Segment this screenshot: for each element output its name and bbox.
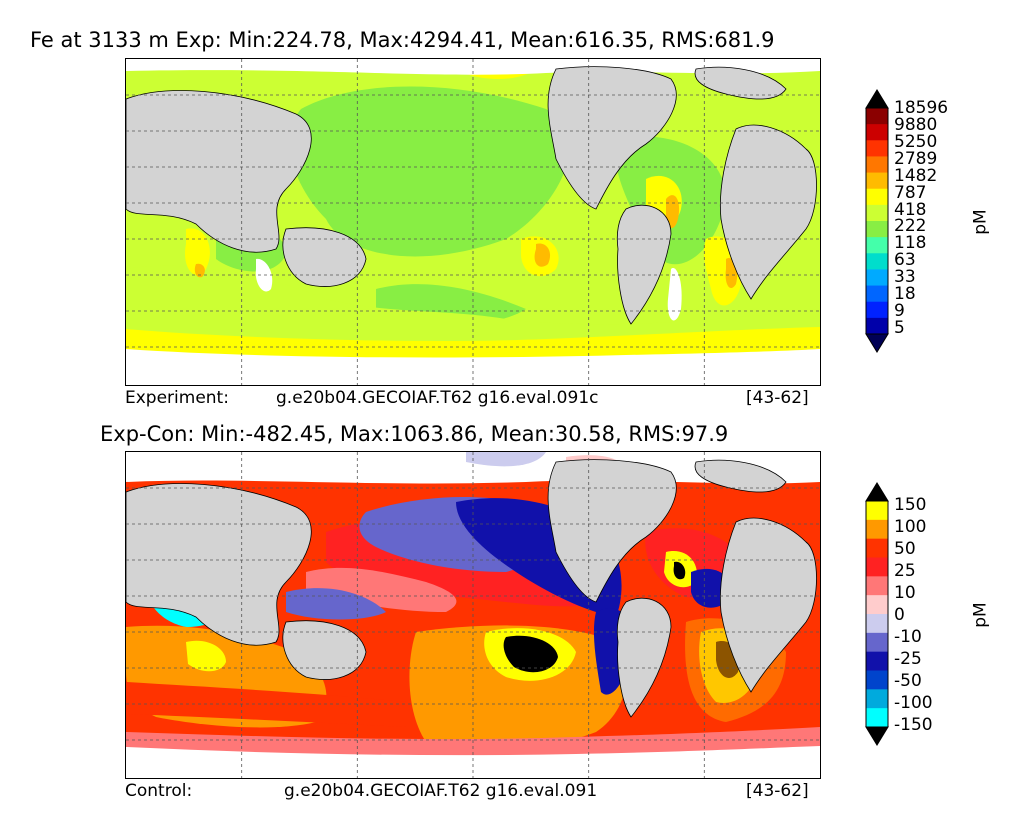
colorbar-band bbox=[866, 172, 888, 190]
colorbar-band bbox=[866, 538, 888, 558]
top-colorbar bbox=[865, 89, 889, 353]
colorbar-band bbox=[866, 519, 888, 540]
colorbar-bottom-arrow bbox=[865, 333, 889, 353]
colorbar-band bbox=[866, 221, 888, 238]
top-colorbar-bands bbox=[865, 89, 889, 353]
colorbar-tick-label: 222 bbox=[894, 216, 927, 237]
colorbar-band bbox=[866, 670, 888, 690]
colorbar-band bbox=[866, 108, 888, 125]
colorbar-tick-label: 0 bbox=[894, 605, 905, 625]
colorbar-tick-label: 5 bbox=[894, 318, 905, 338]
colorbar-tick-label: 100 bbox=[894, 517, 927, 537]
colorbar-tick-label: 10 bbox=[894, 583, 916, 603]
colorbar-tick-label: 418 bbox=[894, 199, 927, 220]
colorbar-band bbox=[866, 188, 888, 206]
colorbar-tick-label: 63 bbox=[894, 250, 916, 271]
colorbar-band bbox=[866, 124, 888, 141]
bottom-panel-title: Exp-Con: Min:-482.45, Max:1063.86, Mean:… bbox=[100, 422, 729, 446]
colorbar-tick-label: -100 bbox=[894, 693, 933, 713]
colorbar-band bbox=[866, 501, 888, 521]
colorbar-tick-label: 5250 bbox=[894, 131, 938, 152]
colorbar-tick-label: 50 bbox=[894, 539, 916, 559]
bottom-footer-left: Control: bbox=[125, 781, 193, 801]
top-footer-right: [43-62] bbox=[746, 388, 809, 408]
colorbar-band bbox=[866, 708, 888, 728]
bottom-map-field bbox=[126, 452, 820, 778]
colorbar-top-arrow bbox=[865, 89, 889, 109]
bottom-colorbar-bands bbox=[865, 482, 889, 746]
colorbar-tick-label: -50 bbox=[894, 671, 922, 691]
colorbar-band bbox=[866, 614, 888, 634]
colorbar-band bbox=[866, 689, 888, 709]
colorbar-band bbox=[866, 557, 888, 577]
colorbar-band bbox=[866, 253, 888, 270]
colorbar-band bbox=[866, 576, 888, 596]
top-footer-mid: g.e20b04.GECOIAF.T62 g16.eval.091c bbox=[276, 388, 599, 408]
colorbar-band bbox=[866, 204, 888, 222]
colorbar-tick-label: 1482 bbox=[894, 165, 938, 186]
top-map bbox=[125, 58, 821, 386]
top-footer-left: Experiment: bbox=[125, 388, 229, 408]
colorbar-band bbox=[866, 156, 888, 174]
colorbar-top-arrow bbox=[865, 482, 889, 502]
top-colorbar-unit: pM bbox=[970, 209, 991, 235]
colorbar-tick-label: 18596 bbox=[894, 98, 949, 118]
colorbar-tick-label: 2789 bbox=[894, 148, 938, 169]
colorbar-tick-label: 18 bbox=[894, 284, 916, 305]
bottom-footer-right: [43-62] bbox=[746, 781, 809, 801]
colorbar-band bbox=[866, 237, 888, 254]
colorbar-tick-label: 33 bbox=[894, 267, 916, 288]
top-map-field bbox=[126, 59, 820, 385]
bottom-map bbox=[125, 451, 821, 779]
colorbar-band bbox=[866, 285, 888, 303]
colorbar-band bbox=[866, 269, 888, 287]
colorbar-band bbox=[866, 317, 888, 335]
colorbar-tick-label: 150 bbox=[894, 495, 927, 515]
colorbar-tick-label: -150 bbox=[894, 715, 933, 735]
colorbar-band bbox=[866, 632, 888, 653]
bottom-colorbar-unit: pM bbox=[970, 602, 991, 628]
colorbar-tick-label: -10 bbox=[894, 627, 922, 647]
bottom-footer-mid: g.e20b04.GECOIAF.T62 g16.eval.091 bbox=[284, 781, 598, 801]
colorbar-band bbox=[866, 140, 888, 157]
top-panel-title: Fe at 3133 m Exp: Min:224.78, Max:4294.4… bbox=[30, 28, 775, 52]
colorbar-bottom-arrow bbox=[865, 726, 889, 746]
colorbar-frame bbox=[865, 500, 889, 728]
colorbar-band bbox=[866, 651, 888, 671]
colorbar-tick-label: 9880 bbox=[894, 114, 938, 135]
colorbar-tick-label: 787 bbox=[894, 182, 927, 203]
colorbar-tick-label: 9 bbox=[894, 301, 905, 322]
colorbar-tick-label: 118 bbox=[894, 233, 927, 254]
colorbar-frame bbox=[865, 107, 889, 335]
colorbar-band bbox=[866, 595, 888, 615]
bottom-colorbar bbox=[865, 482, 889, 746]
colorbar-band bbox=[866, 301, 888, 319]
colorbar-tick-label: 25 bbox=[894, 561, 916, 581]
colorbar-tick-label: -25 bbox=[894, 649, 922, 669]
